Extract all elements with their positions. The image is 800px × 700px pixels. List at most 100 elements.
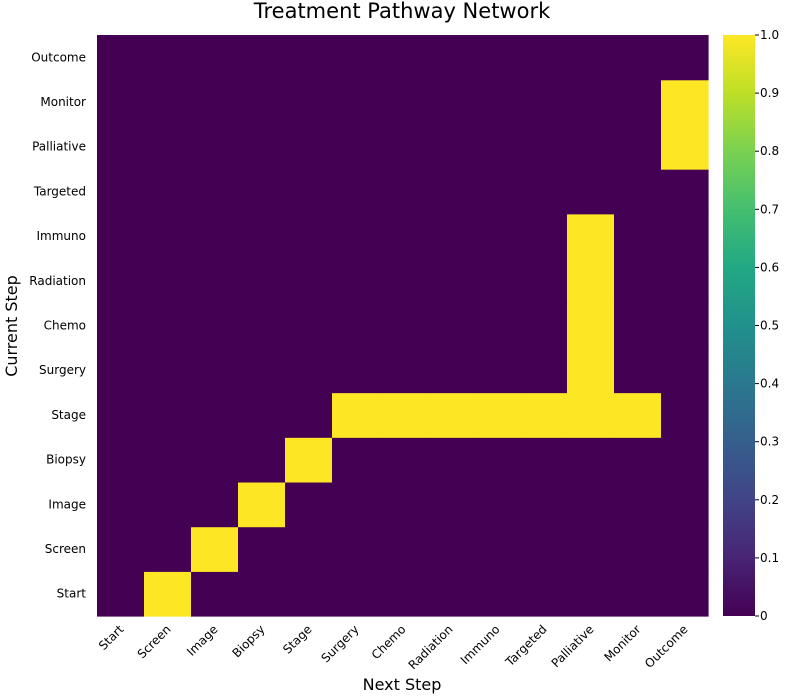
heatmap-cell <box>144 481 192 528</box>
heatmap-cell <box>238 35 286 81</box>
heatmap-cell <box>97 169 145 215</box>
heatmap-cell <box>426 124 474 170</box>
x-tick-label: Image <box>184 622 220 658</box>
heatmap-cell <box>473 347 521 394</box>
heatmap-cell <box>332 437 380 483</box>
heatmap-cell <box>379 124 427 170</box>
y-tick-label: Palliative <box>32 140 86 154</box>
heatmap-cell <box>567 35 615 81</box>
heatmap-cell <box>97 213 145 260</box>
heatmap-cell <box>567 392 615 438</box>
heatmap-cell <box>426 392 474 438</box>
y-tick-label: Screen <box>45 542 86 556</box>
heatmap-cell <box>191 124 239 170</box>
heatmap-cell <box>661 526 709 572</box>
heatmap-cell <box>473 213 521 260</box>
heatmap-cell <box>567 437 615 483</box>
heatmap-cell <box>191 258 239 304</box>
heatmap-cell <box>238 347 286 394</box>
heatmap-cell <box>332 481 380 528</box>
x-tick-label: Radiation <box>406 622 456 672</box>
heatmap-cell <box>567 571 615 617</box>
colorbar-tick-label: 0.3 <box>760 435 779 449</box>
heatmap-cell <box>285 35 333 81</box>
heatmap-cell <box>567 347 615 394</box>
heatmap-cell <box>661 35 709 81</box>
colorbar-tick-label: 0 <box>760 609 768 623</box>
heatmap-cell <box>473 79 521 125</box>
colorbar-tick-label: 0.7 <box>760 202 779 216</box>
heatmap-cell <box>191 213 239 260</box>
heatmap-cell <box>144 392 192 438</box>
heatmap-cell <box>426 437 474 483</box>
heatmap-cell <box>614 79 662 125</box>
heatmap-cell <box>238 437 286 483</box>
heatmap-cell <box>144 303 192 349</box>
heatmap-cell <box>426 169 474 215</box>
heatmap-cell <box>426 79 474 125</box>
heatmap-cell <box>473 481 521 528</box>
heatmap-cell <box>238 526 286 572</box>
heatmap-cell <box>473 124 521 170</box>
heatmap-cell <box>614 526 662 572</box>
heatmap-cell <box>661 347 709 394</box>
heatmap-cell <box>614 437 662 483</box>
y-tick-label: Outcome <box>31 50 86 64</box>
heatmap-cell <box>614 35 662 81</box>
heatmap-cell <box>661 79 709 125</box>
heatmap-cell <box>379 303 427 349</box>
heatmap-cell <box>520 526 568 572</box>
heatmap-cell <box>661 258 709 304</box>
heatmap-cell <box>614 124 662 170</box>
heatmap-cell <box>520 347 568 394</box>
heatmap-cell <box>473 35 521 81</box>
colorbar-tick-label: 0.4 <box>760 377 779 391</box>
x-tick-label: Chemo <box>369 622 409 662</box>
heatmap-cell <box>426 481 474 528</box>
colorbar-tick-label: 1.0 <box>760 28 779 42</box>
heatmap-cell <box>97 437 145 483</box>
heatmap-cell <box>520 392 568 438</box>
y-tick-label: Radiation <box>29 274 86 288</box>
y-tick-label: Image <box>48 497 86 511</box>
heatmap-cell <box>144 347 192 394</box>
heatmap-cell <box>379 79 427 125</box>
x-tick-label: Palliative <box>549 622 597 670</box>
heatmap-cell <box>238 169 286 215</box>
heatmap-cell <box>520 303 568 349</box>
heatmap-cell <box>144 526 192 572</box>
heatmap-cell <box>379 258 427 304</box>
x-tick-labels: Start Screen Image Biopsy Stage Surgery ChemoR… <box>96 622 691 672</box>
x-tick-label: Screen <box>135 622 174 661</box>
heatmap-cell <box>238 213 286 260</box>
heatmap-cell <box>97 79 145 125</box>
heatmap-cell <box>332 124 380 170</box>
heatmap-cell <box>567 213 615 260</box>
x-tick-label: Outcome <box>642 622 691 671</box>
heatmap-cell <box>379 526 427 572</box>
heatmap-cell <box>144 169 192 215</box>
heatmap-cell <box>473 571 521 617</box>
heatmap-cell <box>238 124 286 170</box>
heatmap-cell <box>614 347 662 394</box>
heatmap-cell <box>97 35 145 81</box>
heatmap-cell <box>144 213 192 260</box>
heatmap-cell <box>332 526 380 572</box>
heatmap-cell <box>567 79 615 125</box>
heatmap-cell <box>191 347 239 394</box>
heatmap-cell <box>426 303 474 349</box>
y-tick-label: Targeted <box>33 184 86 198</box>
heatmap-cell <box>97 303 145 349</box>
y-tick-label: Surgery <box>39 363 86 377</box>
x-tick-label: Start <box>96 622 127 653</box>
heatmap-cell <box>191 481 239 528</box>
heatmap-cell <box>473 258 521 304</box>
heatmap-cell <box>238 481 286 528</box>
heatmap-cell <box>567 526 615 572</box>
heatmap-cell <box>379 437 427 483</box>
heatmap-cell <box>520 481 568 528</box>
heatmap-cell <box>332 258 380 304</box>
heatmap-cell <box>614 481 662 528</box>
heatmap-cell <box>97 481 145 528</box>
colorbar-tick-label: 0.8 <box>760 144 779 158</box>
